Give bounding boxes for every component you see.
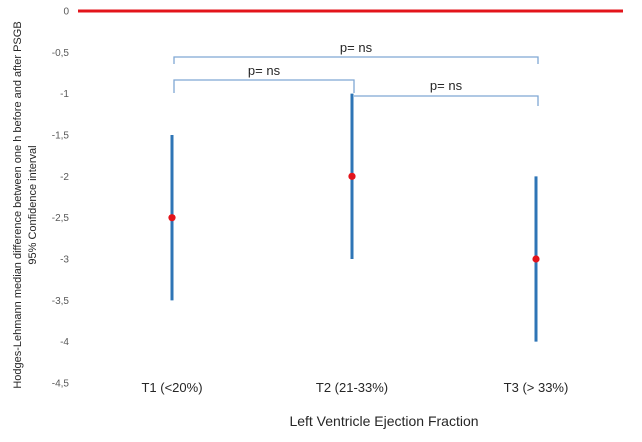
y-tick-label: -3 <box>60 255 69 266</box>
y-tick-labels: 0 -0,5 -1 -1,5 -2 -2,5 -3 -3,5 -4 -4,5 <box>52 7 70 390</box>
comparison-bracket <box>173 56 539 64</box>
comparison-brackets: p= ns p= ns p= ns <box>173 40 539 106</box>
comparison-bracket <box>173 79 355 93</box>
median-point <box>168 214 176 222</box>
category-label: T2 (21-33%) <box>316 380 388 395</box>
y-axis-title-line1: Hodges-Lehmann median difference between… <box>12 21 24 388</box>
median-points <box>168 172 540 263</box>
category-labels: T1 (<20%) T2 (21-33%) T3 (> 33%) <box>141 380 568 395</box>
y-tick-label: -2,5 <box>52 213 70 224</box>
error-bars <box>170 93 538 342</box>
y-tick-label: -1 <box>60 89 69 100</box>
category-label: T1 (<20%) <box>141 380 202 395</box>
median-point <box>532 255 540 263</box>
median-point <box>348 172 356 180</box>
y-tick-label: -4,5 <box>52 379 70 390</box>
comparison-label: p= ns <box>248 63 281 78</box>
x-axis-title: Left Ventricle Ejection Fraction <box>289 413 478 429</box>
y-tick-label: 0 <box>63 7 69 18</box>
y-tick-label: -3,5 <box>52 296 70 307</box>
y-tick-label: -2 <box>60 172 69 183</box>
y-tick-label: -4 <box>60 337 69 348</box>
y-tick-label: -0,5 <box>52 48 70 59</box>
category-label: T3 (> 33%) <box>504 380 569 395</box>
y-axis-title-line2: 95% Confidence interval <box>27 145 39 264</box>
comparison-bracket <box>354 95 539 106</box>
y-tick-label: -1,5 <box>52 131 70 142</box>
comparison-label: p= ns <box>340 40 373 55</box>
comparison-label: p= ns <box>430 78 463 93</box>
